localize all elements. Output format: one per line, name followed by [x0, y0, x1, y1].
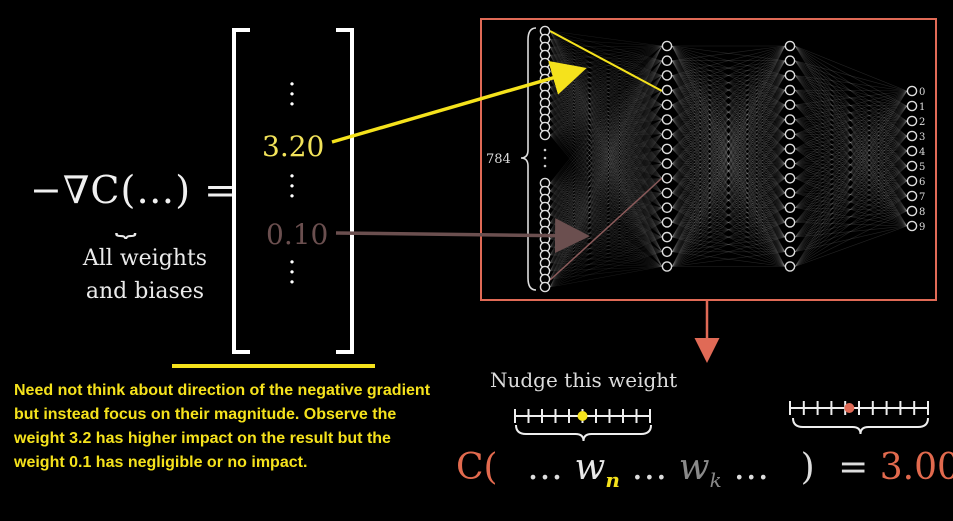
- weight-k: wk: [678, 447, 722, 493]
- input-ellipsis-dot: [543, 164, 547, 168]
- input-brace: [520, 27, 537, 291]
- hidden2-neuron: [784, 143, 796, 155]
- input-ellipsis-dot: [543, 148, 547, 152]
- hidden2-neuron: [784, 84, 796, 96]
- hidden1-neuron: [661, 202, 673, 213]
- cost-result: 3.00: [879, 447, 953, 488]
- hidden2-neuron: [784, 55, 796, 67]
- hidden2-neuron: [784, 172, 796, 184]
- network-frame: [480, 18, 937, 301]
- output-neuron: [906, 145, 918, 157]
- hidden1-neuron: [661, 217, 673, 228]
- output-neuron: [906, 85, 918, 97]
- output-neuron: [906, 205, 918, 217]
- output-neuron: [906, 175, 918, 187]
- cost-equals: =: [838, 447, 869, 488]
- hidden1-neuron: [661, 84, 673, 96]
- output-label: 5: [919, 162, 925, 173]
- network-nodes: 0 1 2 3 4 5 6 7 8 9: [539, 25, 925, 293]
- hidden2-neuron: [784, 70, 796, 81]
- output-label: 8: [919, 207, 925, 218]
- hidden2-neuron: [784, 261, 796, 272]
- output-label: 6: [919, 177, 925, 188]
- caption-line-2: and biases: [85, 279, 205, 304]
- hidden1-neuron: [661, 172, 673, 184]
- network-connections: [549, 30, 908, 288]
- weight-n: wn: [574, 447, 620, 493]
- input-neuron: [539, 129, 551, 141]
- cost-open: C(: [456, 447, 498, 488]
- vector-value-low: 0.10: [266, 218, 329, 251]
- caption-line-1: All weights: [82, 246, 208, 271]
- cost-dots-2: …: [631, 447, 668, 488]
- output-label: 0: [919, 87, 925, 98]
- hidden1-neuron: [661, 128, 673, 140]
- hidden1-neuron: [661, 187, 673, 199]
- underbrace: ⏟: [114, 208, 137, 238]
- hidden2-neuron: [784, 128, 796, 140]
- hidden2-neuron: [784, 40, 796, 52]
- vector-right-bracket: [336, 28, 354, 354]
- hidden1-neuron: [661, 40, 673, 52]
- output-neuron: [906, 115, 918, 127]
- cost-dots-1: …: [527, 447, 564, 488]
- vdots-bottom: · · ·: [288, 252, 296, 293]
- output-neuron: [906, 160, 918, 172]
- hidden1-neuron: [661, 158, 673, 169]
- vector-left-bracket: [232, 28, 250, 354]
- high-value-arrow: [331, 61, 587, 144]
- nudge-label: Nudge this weight: [490, 368, 678, 392]
- hidden2-neuron: [784, 99, 796, 111]
- hidden2-neuron: [784, 231, 796, 243]
- hidden1-neuron: [661, 114, 673, 125]
- number-line-dot: [577, 411, 588, 421]
- hidden1-neuron: [661, 70, 673, 81]
- low-value-arrow: [335, 218, 590, 254]
- gradient-expression: −∇C(…) =: [30, 168, 238, 212]
- cost-equation: C( … wn … wk … ) = 3.00: [456, 447, 953, 492]
- hidden2-neuron: [784, 187, 796, 199]
- hidden1-neuron: [661, 55, 673, 67]
- output-label: 4: [919, 147, 925, 158]
- vdots-middle: · · ·: [288, 166, 296, 207]
- vdots-top: · · ·: [288, 74, 296, 115]
- hidden1-neuron: [661, 261, 673, 272]
- number-line-dot: [844, 403, 855, 413]
- output-neuron: [906, 130, 918, 142]
- hidden1-neuron: [661, 99, 673, 111]
- output-label: 3: [919, 132, 925, 143]
- cost-brace: [792, 417, 929, 435]
- explanation-note: Need not think about direction of the ne…: [14, 382, 431, 471]
- hidden1-neuron: [661, 143, 673, 155]
- hidden2-neuron: [784, 246, 796, 258]
- cost-close: ): [800, 447, 815, 488]
- hidden2-neuron: [784, 158, 796, 169]
- hidden2-neuron: [784, 202, 796, 213]
- input-neuron: [539, 281, 551, 293]
- input-ellipsis-dot: [543, 156, 547, 160]
- output-label: 1: [919, 102, 925, 113]
- output-label: 2: [919, 117, 925, 128]
- cost-dots-3: …: [733, 447, 770, 488]
- output-label: 9: [919, 222, 925, 233]
- vector-value-high: 3.20: [262, 130, 325, 163]
- output-label: 7: [919, 192, 925, 203]
- input-count-label: 784: [486, 152, 511, 167]
- hidden2-neuron: [784, 114, 796, 125]
- hidden1-neuron: [661, 246, 673, 258]
- hidden2-neuron: [784, 217, 796, 228]
- faded-weight-connection: [549, 177, 663, 281]
- output-neuron: [906, 100, 918, 112]
- hidden1-neuron: [661, 231, 673, 243]
- output-neuron: [906, 190, 918, 202]
- highlighted-weight-connection: [549, 30, 663, 92]
- brace-caption: All weights and biases: [70, 242, 220, 308]
- output-neuron: [906, 220, 918, 232]
- highlight-underline: [172, 364, 375, 368]
- weight-brace: [515, 424, 652, 442]
